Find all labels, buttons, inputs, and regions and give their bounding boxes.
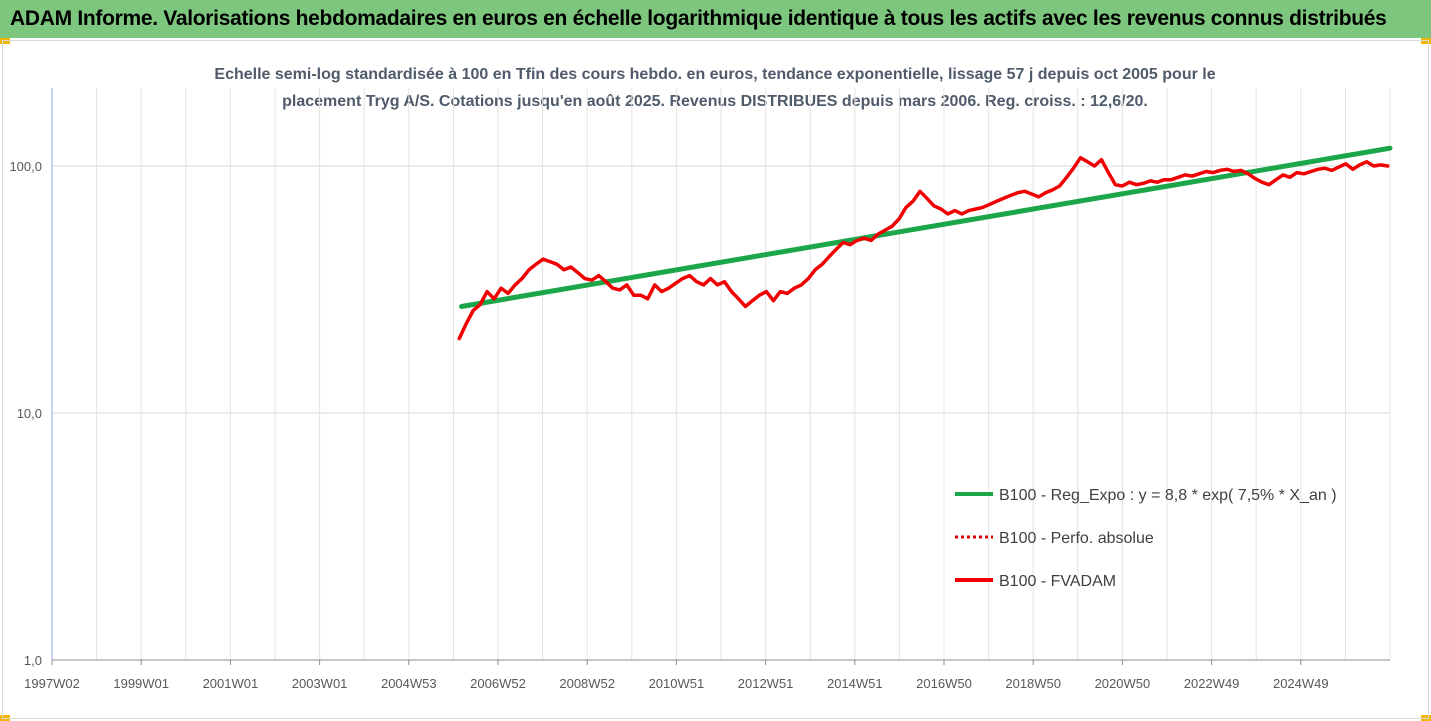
series-line-2	[457, 155, 1390, 341]
x-tick-label: 2008W52	[559, 676, 615, 691]
x-tick-label: 1999W01	[113, 676, 169, 691]
series-line-0	[459, 145, 1393, 309]
chart-title-line-2: placement Tryg A/S. Cotations jusqu'en a…	[282, 93, 1148, 110]
report-header: ADAM Informe. Valorisations hebdomadaire…	[0, 0, 1431, 38]
chart-title-line-1: Echelle semi-log standardisée à 100 en T…	[214, 66, 1216, 83]
x-tick-label: 2014W51	[827, 676, 883, 691]
legend-label-0: B100 - Reg_Expo : y = 8,8 * exp( 7,5% * …	[999, 487, 1337, 504]
x-tick-label: 2016W50	[916, 676, 972, 691]
y-tick-label: 1,0	[24, 653, 42, 668]
x-tick-label: 2022W49	[1184, 676, 1240, 691]
x-tick-label: 2024W49	[1273, 676, 1329, 691]
y-tick-label: 100,0	[9, 159, 42, 174]
x-tick-label: 1997W02	[24, 676, 80, 691]
legend-label-2: B100 - FVADAM	[999, 573, 1116, 590]
corner-marker-top-right	[1421, 38, 1431, 44]
y-tick-label: 10,0	[17, 406, 42, 421]
corner-marker-top-left	[0, 38, 10, 44]
legend-label-1: B100 - Perfo. absolue	[999, 530, 1154, 547]
x-tick-label: 2003W01	[292, 676, 348, 691]
x-tick-label: 2020W50	[1095, 676, 1151, 691]
x-tick-label: 2004W53	[381, 676, 437, 691]
x-tick-label: 2010W51	[649, 676, 705, 691]
chart-frame	[2, 40, 1429, 719]
x-tick-label: 2006W52	[470, 676, 526, 691]
x-tick-label: 2001W01	[203, 676, 259, 691]
x-tick-label: 2018W50	[1005, 676, 1061, 691]
x-tick-label: 2012W51	[738, 676, 794, 691]
report-title: ADAM Informe. Valorisations hebdomadaire…	[10, 7, 1387, 30]
